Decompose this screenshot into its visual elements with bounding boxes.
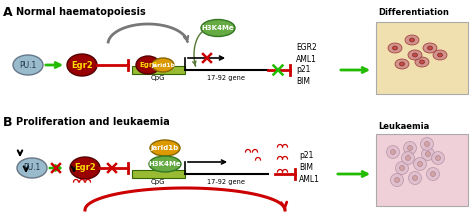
Bar (132, 170, 185, 178)
Ellipse shape (405, 35, 419, 45)
Ellipse shape (391, 149, 395, 155)
Ellipse shape (70, 157, 100, 179)
Ellipse shape (425, 142, 429, 146)
Ellipse shape (394, 177, 400, 183)
Text: AML1: AML1 (299, 175, 320, 185)
Ellipse shape (388, 43, 402, 53)
Text: 17-92 gene: 17-92 gene (207, 179, 245, 185)
Text: CpG: CpG (151, 179, 165, 185)
Text: Proliferation and leukaemia: Proliferation and leukaemia (16, 117, 170, 127)
Text: Egr2: Egr2 (71, 60, 93, 69)
Ellipse shape (392, 46, 398, 50)
Text: B: B (3, 116, 12, 129)
Text: A: A (3, 6, 13, 19)
Text: p21: p21 (299, 151, 313, 159)
Bar (376, 22, 468, 94)
Ellipse shape (136, 56, 160, 74)
Text: Egr2: Egr2 (139, 62, 157, 68)
Ellipse shape (13, 55, 43, 75)
Ellipse shape (419, 60, 425, 64)
Ellipse shape (413, 157, 427, 170)
Ellipse shape (400, 62, 404, 66)
Text: Jarid1b: Jarid1b (151, 62, 175, 67)
Ellipse shape (438, 53, 443, 57)
Ellipse shape (400, 166, 404, 170)
Text: CpG: CpG (151, 75, 165, 81)
Ellipse shape (421, 147, 435, 161)
Ellipse shape (201, 19, 235, 37)
Text: Jarid1b: Jarid1b (151, 145, 179, 151)
Ellipse shape (420, 138, 434, 151)
Ellipse shape (430, 172, 436, 177)
Ellipse shape (431, 151, 445, 164)
Text: PU.1: PU.1 (19, 60, 36, 69)
Ellipse shape (409, 172, 421, 185)
Ellipse shape (17, 158, 47, 178)
Ellipse shape (386, 146, 400, 159)
Ellipse shape (395, 59, 409, 69)
Text: AML1: AML1 (296, 54, 317, 63)
Text: H3K4Me: H3K4Me (202, 25, 234, 31)
Text: EGR2: EGR2 (296, 43, 317, 52)
Text: Differentiation: Differentiation (378, 8, 449, 17)
Ellipse shape (412, 53, 418, 57)
Ellipse shape (395, 162, 409, 174)
Text: Normal haematopoiesis: Normal haematopoiesis (16, 7, 146, 17)
Ellipse shape (433, 50, 447, 60)
Ellipse shape (436, 155, 440, 161)
Ellipse shape (412, 175, 418, 181)
Ellipse shape (149, 156, 181, 172)
Ellipse shape (418, 162, 422, 166)
Ellipse shape (408, 146, 412, 151)
Ellipse shape (67, 54, 97, 76)
Ellipse shape (427, 168, 439, 181)
Ellipse shape (410, 38, 414, 42)
Text: Leukaemia: Leukaemia (378, 122, 429, 131)
Ellipse shape (150, 140, 180, 156)
Bar (376, 134, 468, 206)
Ellipse shape (391, 174, 403, 187)
Text: BIM: BIM (296, 77, 310, 86)
Ellipse shape (405, 155, 410, 161)
Ellipse shape (152, 58, 174, 72)
Ellipse shape (428, 46, 432, 50)
Bar (132, 66, 185, 74)
Text: BIM: BIM (299, 162, 313, 172)
Ellipse shape (401, 151, 414, 164)
Text: PU.1: PU.1 (23, 164, 41, 172)
Text: 17-92 gene: 17-92 gene (207, 75, 245, 81)
Ellipse shape (415, 57, 429, 67)
Text: Egr2: Egr2 (74, 164, 96, 172)
Ellipse shape (423, 43, 437, 53)
Ellipse shape (403, 142, 417, 155)
Ellipse shape (426, 151, 430, 157)
Text: H3K4Me: H3K4Me (149, 161, 182, 167)
Ellipse shape (408, 50, 422, 60)
Text: p21: p21 (296, 65, 310, 75)
